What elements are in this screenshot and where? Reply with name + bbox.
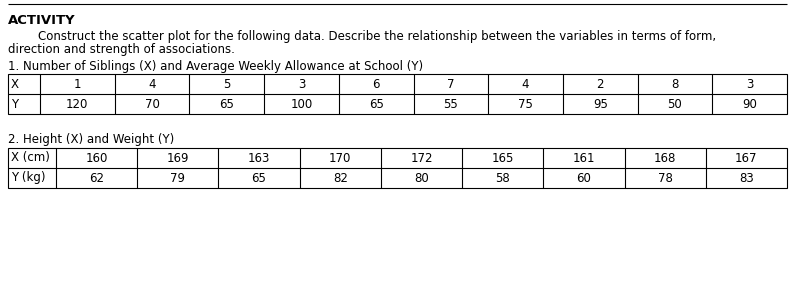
Text: X: X — [11, 78, 19, 90]
Text: 1. Number of Siblings (X) and Average Weekly Allowance at School (Y): 1. Number of Siblings (X) and Average We… — [8, 60, 423, 73]
Text: 1: 1 — [74, 78, 81, 90]
Text: 82: 82 — [333, 171, 347, 185]
Text: ACTIVITY: ACTIVITY — [8, 14, 76, 27]
Text: 80: 80 — [414, 171, 429, 185]
Text: 50: 50 — [668, 98, 682, 110]
Bar — [8, 148, 787, 188]
Text: 172: 172 — [410, 151, 432, 164]
Text: 2. Height (X) and Weight (Y): 2. Height (X) and Weight (Y) — [8, 133, 174, 146]
Text: 90: 90 — [743, 98, 757, 110]
Text: 163: 163 — [248, 151, 270, 164]
Text: 6: 6 — [372, 78, 380, 90]
Text: 100: 100 — [290, 98, 312, 110]
Text: 55: 55 — [444, 98, 458, 110]
Text: 4: 4 — [149, 78, 156, 90]
Text: 65: 65 — [252, 171, 266, 185]
Text: 3: 3 — [298, 78, 305, 90]
Text: 160: 160 — [85, 151, 108, 164]
Text: 165: 165 — [491, 151, 514, 164]
Text: 95: 95 — [593, 98, 607, 110]
Text: 169: 169 — [167, 151, 189, 164]
Text: 8: 8 — [671, 78, 679, 90]
Text: 60: 60 — [576, 171, 591, 185]
Text: X (cm): X (cm) — [11, 151, 50, 164]
Text: 170: 170 — [329, 151, 351, 164]
Text: 5: 5 — [223, 78, 231, 90]
Text: 161: 161 — [572, 151, 595, 164]
Text: 4: 4 — [522, 78, 529, 90]
Text: 168: 168 — [654, 151, 677, 164]
Text: 3: 3 — [746, 78, 754, 90]
Text: 120: 120 — [66, 98, 88, 110]
Text: 65: 65 — [219, 98, 235, 110]
Text: 79: 79 — [170, 171, 185, 185]
Bar — [8, 74, 787, 114]
Text: 70: 70 — [145, 98, 160, 110]
Text: Y: Y — [11, 98, 18, 110]
Text: direction and strength of associations.: direction and strength of associations. — [8, 43, 235, 56]
Text: 78: 78 — [657, 171, 673, 185]
Text: 75: 75 — [518, 98, 533, 110]
Text: 65: 65 — [369, 98, 384, 110]
Text: 2: 2 — [596, 78, 604, 90]
Text: 62: 62 — [89, 171, 104, 185]
Text: 58: 58 — [495, 171, 510, 185]
Text: 167: 167 — [735, 151, 758, 164]
Text: Y (kg): Y (kg) — [11, 171, 45, 185]
Text: 7: 7 — [447, 78, 455, 90]
Text: 83: 83 — [739, 171, 754, 185]
Text: Construct the scatter plot for the following data. Describe the relationship bet: Construct the scatter plot for the follo… — [8, 30, 716, 43]
